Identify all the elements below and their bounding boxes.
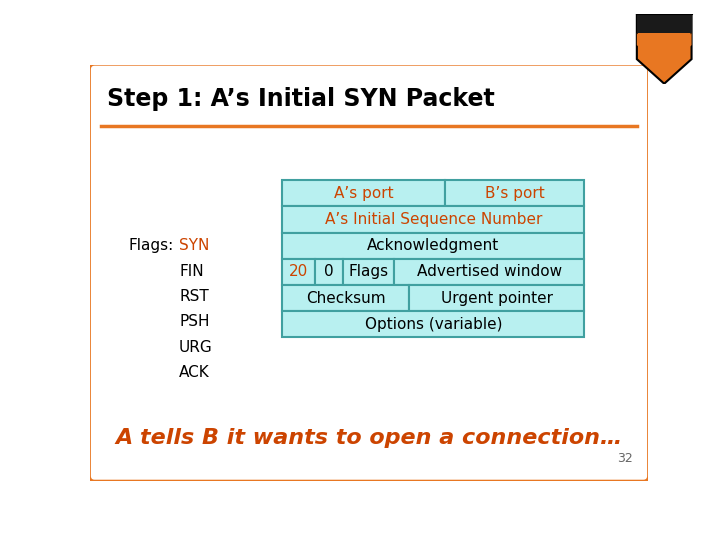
Text: Acknowledgment: Acknowledgment [367,238,500,253]
Bar [409,285,585,311]
Text: FIN: FIN [179,264,204,279]
Text: A’s Initial Sequence Number: A’s Initial Sequence Number [325,212,542,227]
Text: ACK: ACK [179,365,210,380]
Text: PSH: PSH [179,314,210,329]
Text: Step 1: A’s Initial SYN Packet: Step 1: A’s Initial SYN Packet [107,87,495,111]
Bar [282,259,315,285]
Bar [282,311,585,338]
Bar [282,180,446,206]
Text: A tells B it wants to open a connection…: A tells B it wants to open a connection… [115,428,623,448]
Text: 0: 0 [324,265,334,279]
Text: Advertised window: Advertised window [417,265,562,279]
Text: Flags:: Flags: [129,238,174,253]
Text: B’s port: B’s port [485,186,545,201]
Polygon shape [637,33,691,71]
Bar [315,259,343,285]
Bar [101,126,637,470]
Bar [343,259,394,285]
Polygon shape [637,14,691,84]
Bar [446,180,585,206]
Bar [394,259,585,285]
Text: Checksum: Checksum [306,291,385,306]
FancyBboxPatch shape [89,63,649,482]
Text: 20: 20 [289,265,308,279]
Text: Urgent pointer: Urgent pointer [441,291,553,306]
Bar [282,285,409,311]
Polygon shape [637,14,691,33]
Bar [282,233,585,259]
Text: URG: URG [179,340,213,355]
Text: RST: RST [179,289,209,304]
Text: Flags: Flags [348,265,388,279]
Text: 32: 32 [617,452,632,465]
Text: SYN: SYN [179,238,210,253]
Bar [282,206,585,233]
Text: Options (variable): Options (variable) [364,317,502,332]
Bar [101,74,637,125]
Text: A’s port: A’s port [334,186,394,201]
